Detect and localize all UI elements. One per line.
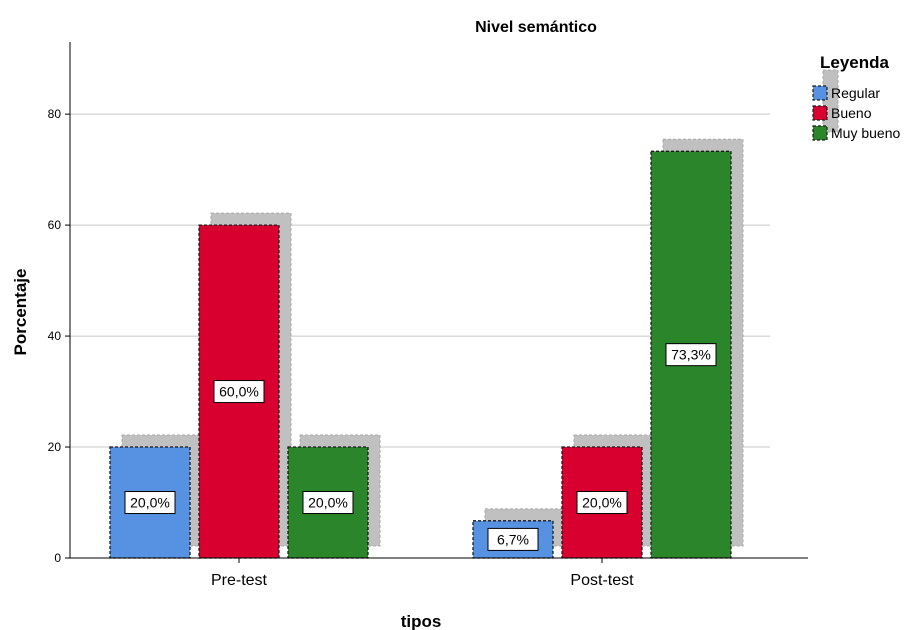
chart-title: Nivel semántico: [475, 19, 597, 36]
legend-swatch: [812, 105, 828, 121]
data-label: 60,0%: [219, 384, 259, 400]
y-tick-label: 60: [48, 218, 62, 232]
data-label: 20,0%: [308, 495, 348, 511]
legend-label: Muy bueno: [831, 125, 900, 141]
legend-swatch: [812, 125, 828, 141]
legend-title: Leyenda: [820, 53, 890, 72]
y-axis-title: Porcentaje: [11, 269, 30, 356]
data-label-box: [487, 527, 539, 551]
data-label: 6,7%: [497, 531, 529, 547]
data-label-box: [302, 491, 354, 515]
data-label-box: [576, 491, 628, 515]
x-tick-label: Pre-test: [211, 572, 268, 589]
legend-shadow: [822, 69, 839, 133]
y-tick-label: 0: [54, 551, 61, 565]
data-label-box: [665, 343, 717, 367]
x-tick-label: Post-test: [570, 572, 634, 589]
bars: [109, 150, 732, 559]
axes: 0 20 40 60 80 Pre-test Post-test: [48, 42, 808, 589]
data-label: 20,0%: [582, 495, 622, 511]
legend-label: Regular: [831, 85, 880, 101]
y-tick-label: 40: [48, 329, 62, 343]
data-label-box: [124, 491, 176, 515]
data-label-box: [213, 380, 265, 404]
x-axis-title: tipos: [401, 612, 442, 630]
legend-swatch: [812, 85, 828, 101]
data-label: 20,0%: [130, 495, 170, 511]
y-tick-label: 80: [48, 107, 62, 121]
legend: Leyenda Regular Bueno Muy bueno: [812, 53, 900, 141]
y-tick-label: 20: [48, 440, 62, 454]
legend-label: Bueno: [831, 105, 872, 121]
data-labels: 20,0% 60,0% 20,0% 6,7% 20,0% 73,3%: [124, 343, 717, 551]
data-label: 73,3%: [671, 347, 711, 363]
